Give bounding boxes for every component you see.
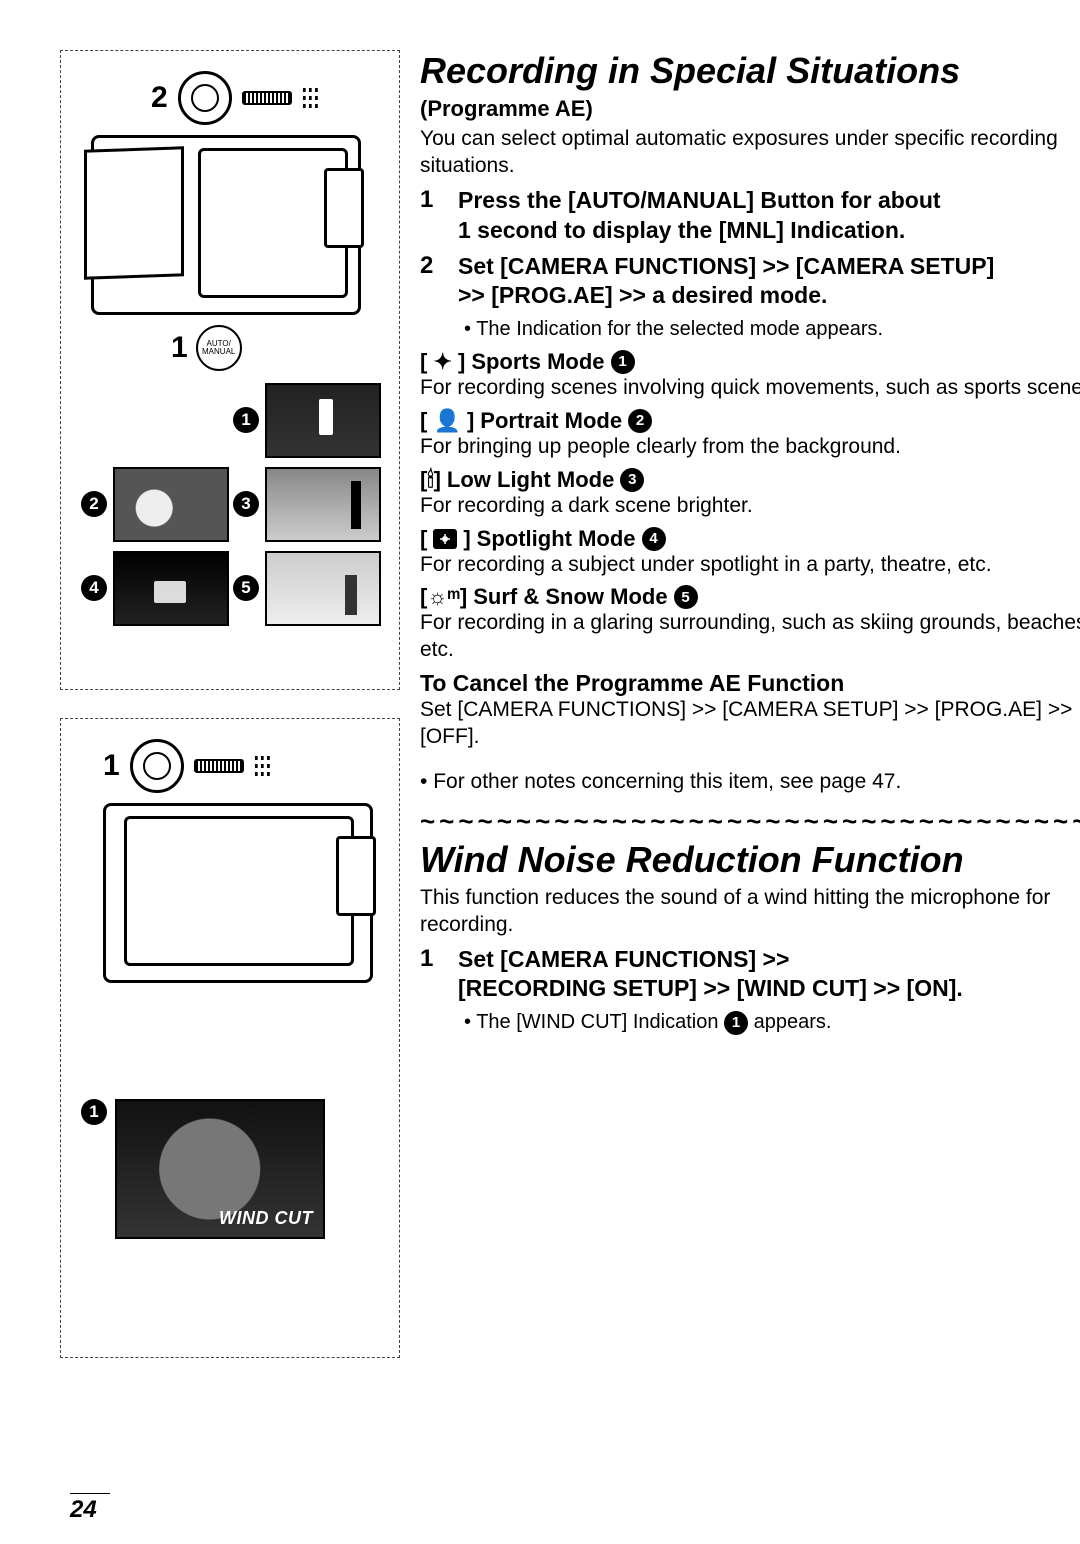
mode-dial-icon [178,71,232,125]
step1-line-a: Press the [AUTO/MANUAL] Button for about [458,187,941,213]
mode-spotlight-head: [ ] Spotlight Mode 4 [420,526,1080,552]
step1-line-b: 1 second to display the [MNL] Indication… [458,216,941,246]
step-number: 1 [420,186,442,246]
sample-thumbnails-grid: 1 2 3 4 5 [81,381,381,627]
mode-portrait-desc: For bringing up people clearly from the … [420,434,1080,461]
wave-divider: ~~~~~~~~~~~~~~~~~~~~~~~~~~~~~~~~~~~~ [420,806,1080,837]
badge-4: 4 [81,575,107,601]
surfsnow-icon: [☼ᵐ] [420,584,467,610]
section2-steps: 1 Set [CAMERA FUNCTIONS] >> [RECORDING S… [420,945,1080,1005]
badge-3: 3 [233,491,259,517]
cancel-text: Set [CAMERA FUNCTIONS] >> [CAMERA SETUP]… [420,697,1080,751]
section1-subtitle: (Programme AE) [420,96,1080,122]
badge-5: 5 [233,575,259,601]
thumb-sports [265,383,381,458]
section1-intro: You can select optimal automatic exposur… [420,126,1080,180]
section1-steps: 1 Press the [AUTO/MANUAL] Button for abo… [420,186,1080,312]
camcorder-lineart-2 [103,803,373,983]
section2-step-note: The [WIND CUT] Indication 1 appears. [464,1010,1080,1036]
mode-lowlight-head: [🕯] Low Light Mode 3 [420,467,1080,493]
step2-line-b: >> [PROG.AE] >> a desired mode. [458,281,994,311]
menu-dots-icon: ∎∎∎∎∎∎∎∎∎ [302,86,320,110]
thumb-spotlight [113,551,229,626]
section1-title: Recording in Special Situations [420,50,1080,92]
mode-sports-head: [ ✦ ] Sports Mode 1 [420,349,1080,375]
badge-2: 2 [81,491,107,517]
badge-inline-5: 5 [674,585,698,609]
camcorder-lineart [91,135,361,315]
camera-diagram-top: 2 ∎∎∎∎∎∎∎∎∎ 1 AUTO/ MANUAL [91,71,371,371]
mode-sports-desc: For recording scenes involving quick mov… [420,375,1080,402]
s2-step1-line-a: Set [CAMERA FUNCTIONS] >> [458,946,789,972]
zoom-bar-icon [194,759,244,773]
sports-icon: [ ✦ ] [420,349,465,375]
badge-inline-1: 1 [611,350,635,374]
badge-inline-4: 4 [642,527,666,551]
step-number: 1 [420,945,442,1005]
zoom-bar-icon [242,91,292,105]
callout-1: 1 [171,331,188,365]
section2-title: Wind Noise Reduction Function [420,839,1080,881]
mode-surfsnow-desc: For recording in a glaring surrounding, … [420,610,1080,664]
page-number: 24 [70,1493,110,1524]
badge-1: 1 [233,407,259,433]
mode-lowlight-desc: For recording a dark scene brighter. [420,493,1080,520]
cancel-title: To Cancel the Programme AE Function [420,670,1080,697]
badge-1-wind: 1 [81,1099,107,1125]
windcut-caption: WIND CUT [219,1208,313,1229]
step2-note: The Indication for the selected mode app… [464,317,1080,343]
badge-inline-3: 3 [620,468,644,492]
thumb-surfsnow [265,551,381,626]
thumb-lowlight [265,467,381,542]
thumb-portrait [113,467,229,542]
illustration-panel-wind-noise: 1 ∎∎∎∎∎∎∎∎∎ 1 WIND CUT [60,718,400,1358]
badge-inline-wind: 1 [724,1011,748,1035]
badge-inline-2: 2 [628,409,652,433]
thumb-windcut: WIND CUT [115,1099,325,1239]
illustration-panel-programme-ae: 2 ∎∎∎∎∎∎∎∎∎ 1 AUTO/ MANUAL 1 [60,50,400,690]
mode-portrait-head: [ 👤 ] Portrait Mode 2 [420,408,1080,434]
callout-2: 2 [151,81,168,115]
portrait-icon: [ 👤 ] [420,408,474,434]
section2-intro: This function reduces the sound of a win… [420,885,1080,939]
lowlight-icon: [🕯] [420,467,441,493]
mode-surfsnow-head: [☼ᵐ] Surf & Snow Mode 5 [420,584,1080,610]
step2-line-a: Set [CAMERA FUNCTIONS] >> [CAMERA SETUP] [458,253,994,279]
spotlight-icon [433,529,457,549]
mode-spotlight-desc: For recording a subject under spotlight … [420,552,1080,579]
callout-1-wind: 1 [103,749,120,783]
section1-footnote: For other notes concerning this item, se… [420,769,1080,796]
auto-manual-button-icon: AUTO/ MANUAL [196,325,242,371]
s2-step1-line-b: [RECORDING SETUP] >> [WIND CUT] >> [ON]. [458,974,963,1004]
mode-dial-icon [130,739,184,793]
menu-dots-icon: ∎∎∎∎∎∎∎∎∎ [254,754,272,778]
step-number: 2 [420,252,442,312]
